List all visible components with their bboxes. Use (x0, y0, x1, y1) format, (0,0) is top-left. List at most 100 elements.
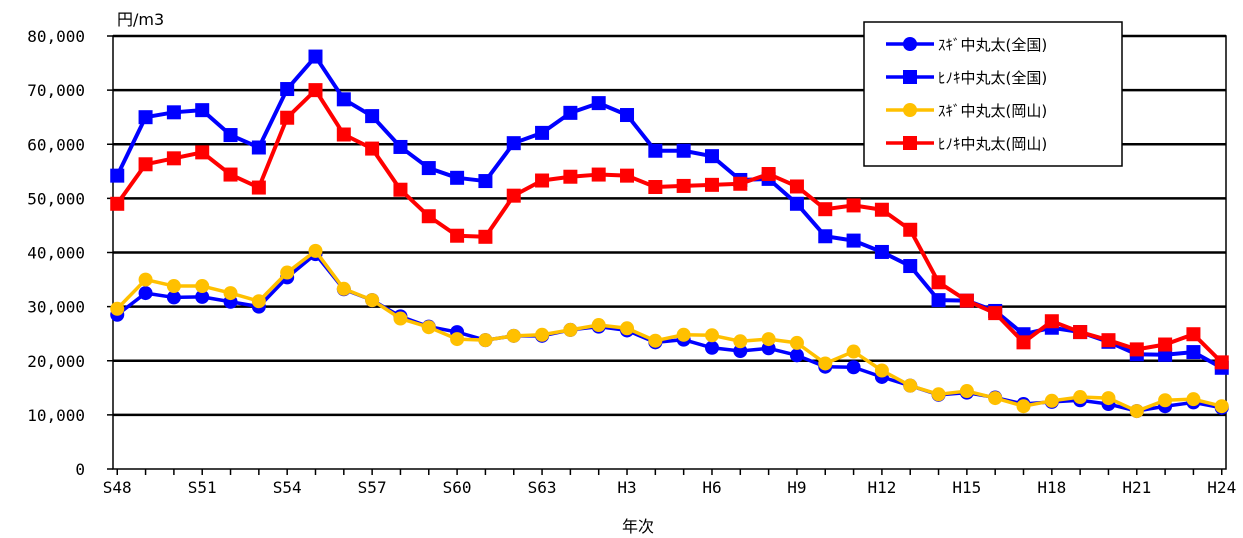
data-point (421, 209, 436, 224)
legend-swatch-marker (903, 136, 917, 150)
data-point (535, 327, 550, 342)
data-point (620, 168, 635, 183)
x-tick-label: H6 (702, 478, 721, 497)
data-point (421, 320, 436, 335)
x-axis-title: 年次 (622, 517, 654, 536)
data-point (733, 176, 748, 191)
data-point (166, 151, 181, 166)
data-point (138, 286, 153, 301)
data-point (620, 321, 635, 336)
data-point (450, 170, 465, 185)
data-point (1158, 337, 1173, 352)
data-point (1129, 342, 1144, 357)
data-point (450, 332, 465, 347)
data-point (251, 140, 266, 155)
data-point (676, 143, 691, 158)
data-point (1044, 314, 1059, 329)
data-point (223, 286, 238, 301)
data-point (874, 202, 889, 217)
y-tick-label: 40,000 (27, 244, 85, 263)
data-point (874, 363, 889, 378)
data-point (1101, 391, 1116, 406)
series-4 (110, 83, 1229, 370)
legend-entry: ｽｷﾞ中丸太(岡山) (886, 102, 1047, 120)
data-point (195, 145, 210, 160)
data-point (195, 279, 210, 294)
legend-entry: ﾋﾉｷ中丸太(岡山) (886, 135, 1047, 153)
data-point (789, 348, 804, 363)
data-point (166, 279, 181, 294)
data-point (874, 244, 889, 259)
data-point (648, 333, 663, 348)
y-tick-label: 80,000 (27, 27, 85, 46)
series-layer (110, 49, 1229, 419)
data-point (110, 196, 125, 211)
data-point (365, 141, 380, 156)
data-point (620, 108, 635, 123)
series-line (115, 88, 1224, 364)
data-point (251, 180, 266, 195)
data-point (138, 272, 153, 287)
data-point (110, 301, 125, 316)
y-tick-label: 20,000 (27, 352, 85, 371)
data-point (733, 334, 748, 349)
data-point (591, 96, 606, 111)
data-point (931, 275, 946, 290)
data-point (478, 174, 493, 189)
legend-entry: ﾋﾉｷ中丸太(全国) (886, 69, 1047, 87)
data-point (903, 222, 918, 237)
data-point (506, 328, 521, 343)
legend-label: ｽｷﾞ中丸太(岡山) (938, 102, 1047, 120)
data-point (1016, 335, 1031, 350)
data-point (365, 293, 380, 308)
data-point (1073, 325, 1088, 340)
data-point (308, 49, 323, 64)
data-point (704, 149, 719, 164)
data-point (336, 281, 351, 296)
legend: ｽｷﾞ中丸太(全国) ﾋﾉｷ中丸太(全国) ｽｷﾞ中丸太(岡山) ﾋﾉｷ中丸太(岡山) (863, 21, 1123, 167)
data-point (110, 168, 125, 183)
data-point (704, 328, 719, 343)
x-tick-label: H12 (867, 478, 896, 497)
y-tick-label: 0 (75, 460, 85, 479)
data-point (676, 178, 691, 193)
data-point (931, 387, 946, 402)
data-point (846, 198, 861, 213)
data-point (818, 202, 833, 217)
x-tick-label: S51 (188, 478, 217, 497)
data-point (336, 92, 351, 107)
data-point (1214, 399, 1229, 414)
y-tick-label: 60,000 (27, 135, 85, 154)
data-point (846, 344, 861, 359)
data-point (280, 82, 295, 97)
y-tick-label: 30,000 (27, 298, 85, 317)
data-point (195, 103, 210, 118)
data-point (166, 105, 181, 120)
data-point (336, 127, 351, 142)
data-point (506, 136, 521, 151)
data-point (138, 157, 153, 172)
data-point (648, 143, 663, 158)
legend-swatch-marker (903, 103, 917, 117)
y-tick-label: 50,000 (27, 189, 85, 208)
data-point (1016, 399, 1031, 414)
data-point (903, 378, 918, 393)
data-point (648, 180, 663, 195)
legend-label: ﾋﾉｷ中丸太(全国) (938, 69, 1047, 87)
data-point (478, 333, 493, 348)
data-point (308, 83, 323, 98)
data-point (591, 167, 606, 182)
legend-swatch-marker (903, 37, 917, 51)
x-tick-label: H21 (1122, 478, 1151, 497)
data-point (676, 327, 691, 342)
data-point (195, 289, 210, 304)
legend-label: ｽｷﾞ中丸太(全国) (938, 36, 1047, 54)
data-point (563, 169, 578, 184)
data-point (138, 110, 153, 125)
y-axis-title: 円/m3 (117, 10, 164, 29)
legend-label: ﾋﾉｷ中丸太(岡山) (938, 135, 1047, 153)
data-point (421, 161, 436, 176)
data-point (308, 243, 323, 258)
